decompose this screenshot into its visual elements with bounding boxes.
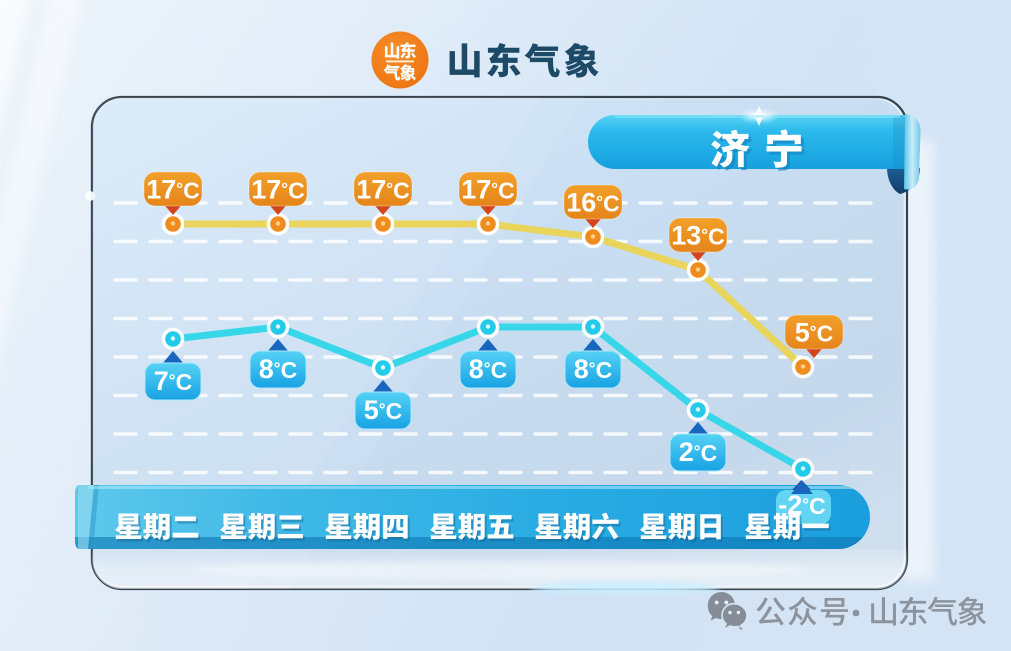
- svg-text:17°C: 17°C: [461, 175, 514, 205]
- svg-text:5°C: 5°C: [364, 395, 402, 425]
- svg-text:8°C: 8°C: [259, 354, 297, 384]
- svg-text:8°C: 8°C: [469, 354, 507, 384]
- svg-text:17°C: 17°C: [251, 175, 304, 205]
- svg-text:16°C: 16°C: [566, 188, 619, 218]
- svg-text:13°C: 13°C: [671, 221, 724, 251]
- svg-text:17°C: 17°C: [356, 175, 409, 205]
- svg-text:17°C: 17°C: [146, 175, 199, 205]
- svg-text:7°C: 7°C: [154, 366, 192, 396]
- svg-text:-2°C: -2°C: [778, 490, 825, 520]
